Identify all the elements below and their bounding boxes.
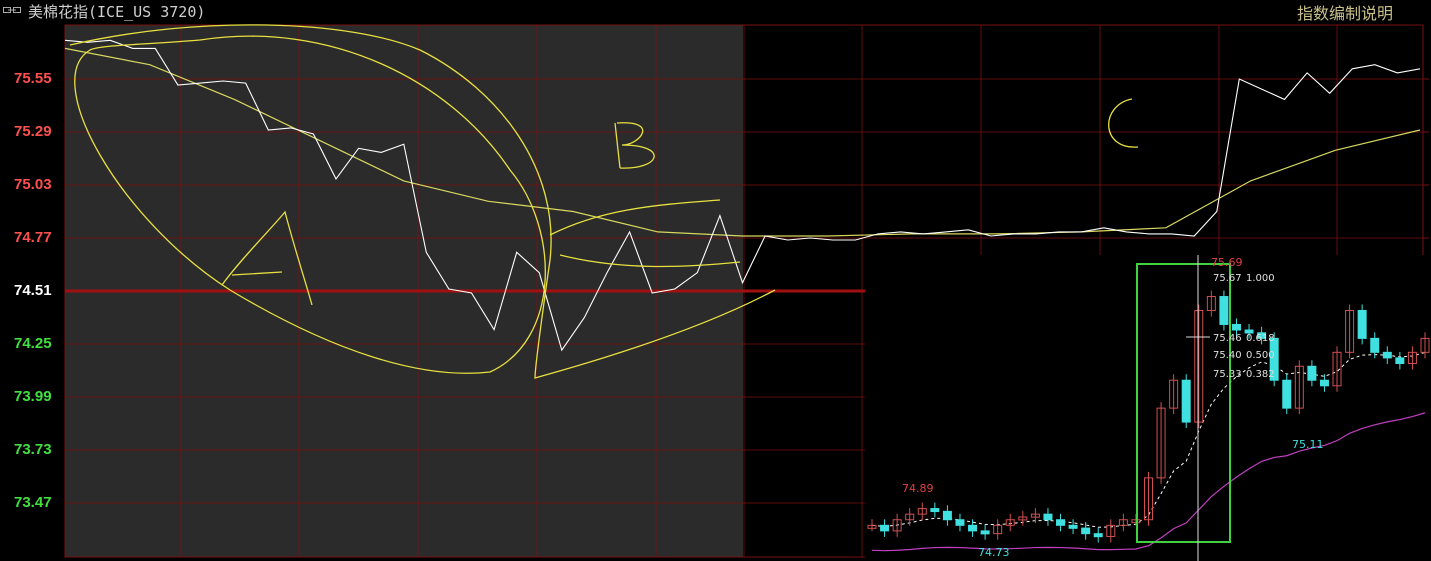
inset-candle bbox=[880, 524, 890, 532]
inset-candle bbox=[1081, 527, 1091, 535]
inset-candle bbox=[1156, 407, 1166, 479]
y-axis-label: 73.99 bbox=[14, 388, 52, 405]
inset-candle bbox=[1269, 337, 1279, 381]
y-axis-label: 74.51 bbox=[14, 282, 52, 299]
inset-candle bbox=[905, 513, 915, 521]
fib-level-ratio: 0.618 bbox=[1246, 333, 1275, 344]
inset-candle bbox=[1131, 519, 1141, 524]
inset-candle bbox=[1395, 357, 1405, 364]
index-methodology-link[interactable]: 指数编制说明 bbox=[1296, 4, 1393, 23]
inset-moving-average-purple bbox=[871, 412, 1426, 552]
instrument-title: 美棉花指(ICE_US 3720) bbox=[28, 3, 206, 21]
annotation-letter-a-stroke bbox=[221, 210, 313, 306]
inset-candle bbox=[1307, 365, 1317, 381]
average-price-line bbox=[64, 47, 1421, 237]
title-bar: 美棉花指(ICE_US 3720) 指数编制说明 bbox=[0, 0, 1431, 24]
inset-candle bbox=[1332, 351, 1342, 387]
inset-candle bbox=[1244, 329, 1254, 334]
inset-candle bbox=[1370, 337, 1380, 353]
inset-price-label: 74.89 bbox=[902, 482, 934, 495]
inset-candle bbox=[1231, 323, 1241, 331]
y-axis-label: 75.03 bbox=[14, 176, 52, 193]
annotation-letter-b-stroke bbox=[614, 122, 655, 169]
inset-price-label: 74.73 bbox=[978, 546, 1010, 559]
fib-level-price: 75.40 bbox=[1213, 350, 1242, 361]
inset-candle bbox=[968, 524, 978, 532]
inset-candle bbox=[1018, 516, 1028, 521]
inset-price-label: 75.69 bbox=[1211, 256, 1243, 269]
fib-level-ratio: 1.000 bbox=[1246, 273, 1275, 284]
inset-candle bbox=[1030, 513, 1040, 518]
inset-candle bbox=[1144, 477, 1153, 521]
price-line bbox=[64, 39, 1421, 352]
inset-candle bbox=[1282, 379, 1292, 409]
fib-level-ratio: 0.500 bbox=[1246, 350, 1275, 361]
inset-price-label: 75.11 bbox=[1292, 438, 1324, 451]
inset-candle bbox=[1294, 365, 1304, 409]
y-axis-label: 75.55 bbox=[14, 70, 52, 87]
inset-candle bbox=[1206, 296, 1216, 311]
inset-candle bbox=[1181, 379, 1191, 423]
inset-candle bbox=[1345, 309, 1355, 353]
inset-candle bbox=[1194, 309, 1204, 423]
fib-level-ratio: 0.382 bbox=[1246, 369, 1275, 380]
inset-candle bbox=[1093, 533, 1103, 538]
inset-candle bbox=[1257, 332, 1267, 339]
inset-candle bbox=[1407, 351, 1417, 364]
inset-candlestick-chart: 74.89 74.73 75.69 75.11 75.67 1.000 75.46 0.618… bbox=[865, 255, 1431, 561]
chain-link-icon[interactable] bbox=[3, 7, 21, 13]
inset-candle bbox=[1068, 524, 1078, 529]
inset-candle bbox=[1382, 351, 1392, 359]
inset-candle bbox=[980, 530, 990, 535]
inset-candle bbox=[1056, 519, 1066, 526]
inset-candle bbox=[942, 510, 952, 521]
annotation-channel-b bbox=[549, 199, 741, 268]
inset-candle bbox=[955, 519, 965, 526]
inset-candle bbox=[1357, 309, 1367, 339]
y-axis-label: 73.47 bbox=[14, 494, 52, 511]
annotation-curve bbox=[69, 24, 776, 379]
fib-level-price: 75.46 bbox=[1213, 333, 1242, 344]
inset-candle bbox=[993, 524, 1003, 535]
inset-candle bbox=[1118, 519, 1128, 526]
inset-candle bbox=[917, 508, 927, 515]
inset-candle bbox=[867, 524, 877, 529]
inset-candle bbox=[1420, 337, 1430, 353]
inset-candle bbox=[1106, 524, 1116, 537]
annotation-letter-c-stroke bbox=[1108, 98, 1139, 148]
fib-level-price: 75.33 bbox=[1213, 369, 1242, 380]
fib-level-price: 75.67 bbox=[1213, 273, 1242, 284]
y-axis-label: 74.77 bbox=[14, 229, 52, 246]
inset-candle bbox=[1043, 513, 1053, 521]
inset-candle bbox=[1169, 379, 1179, 409]
y-axis-label: 74.25 bbox=[14, 335, 52, 352]
inset-candle bbox=[1219, 296, 1229, 325]
y-axis-label: 75.29 bbox=[14, 123, 52, 140]
inset-highlight-box bbox=[1136, 263, 1231, 543]
y-axis-label: 73.73 bbox=[14, 441, 52, 458]
annotation-ellipse-a bbox=[74, 35, 546, 374]
inset-candle bbox=[892, 519, 902, 532]
inset-candle bbox=[1005, 519, 1015, 526]
inset-candle bbox=[1319, 379, 1329, 387]
inset-candle bbox=[930, 508, 940, 513]
